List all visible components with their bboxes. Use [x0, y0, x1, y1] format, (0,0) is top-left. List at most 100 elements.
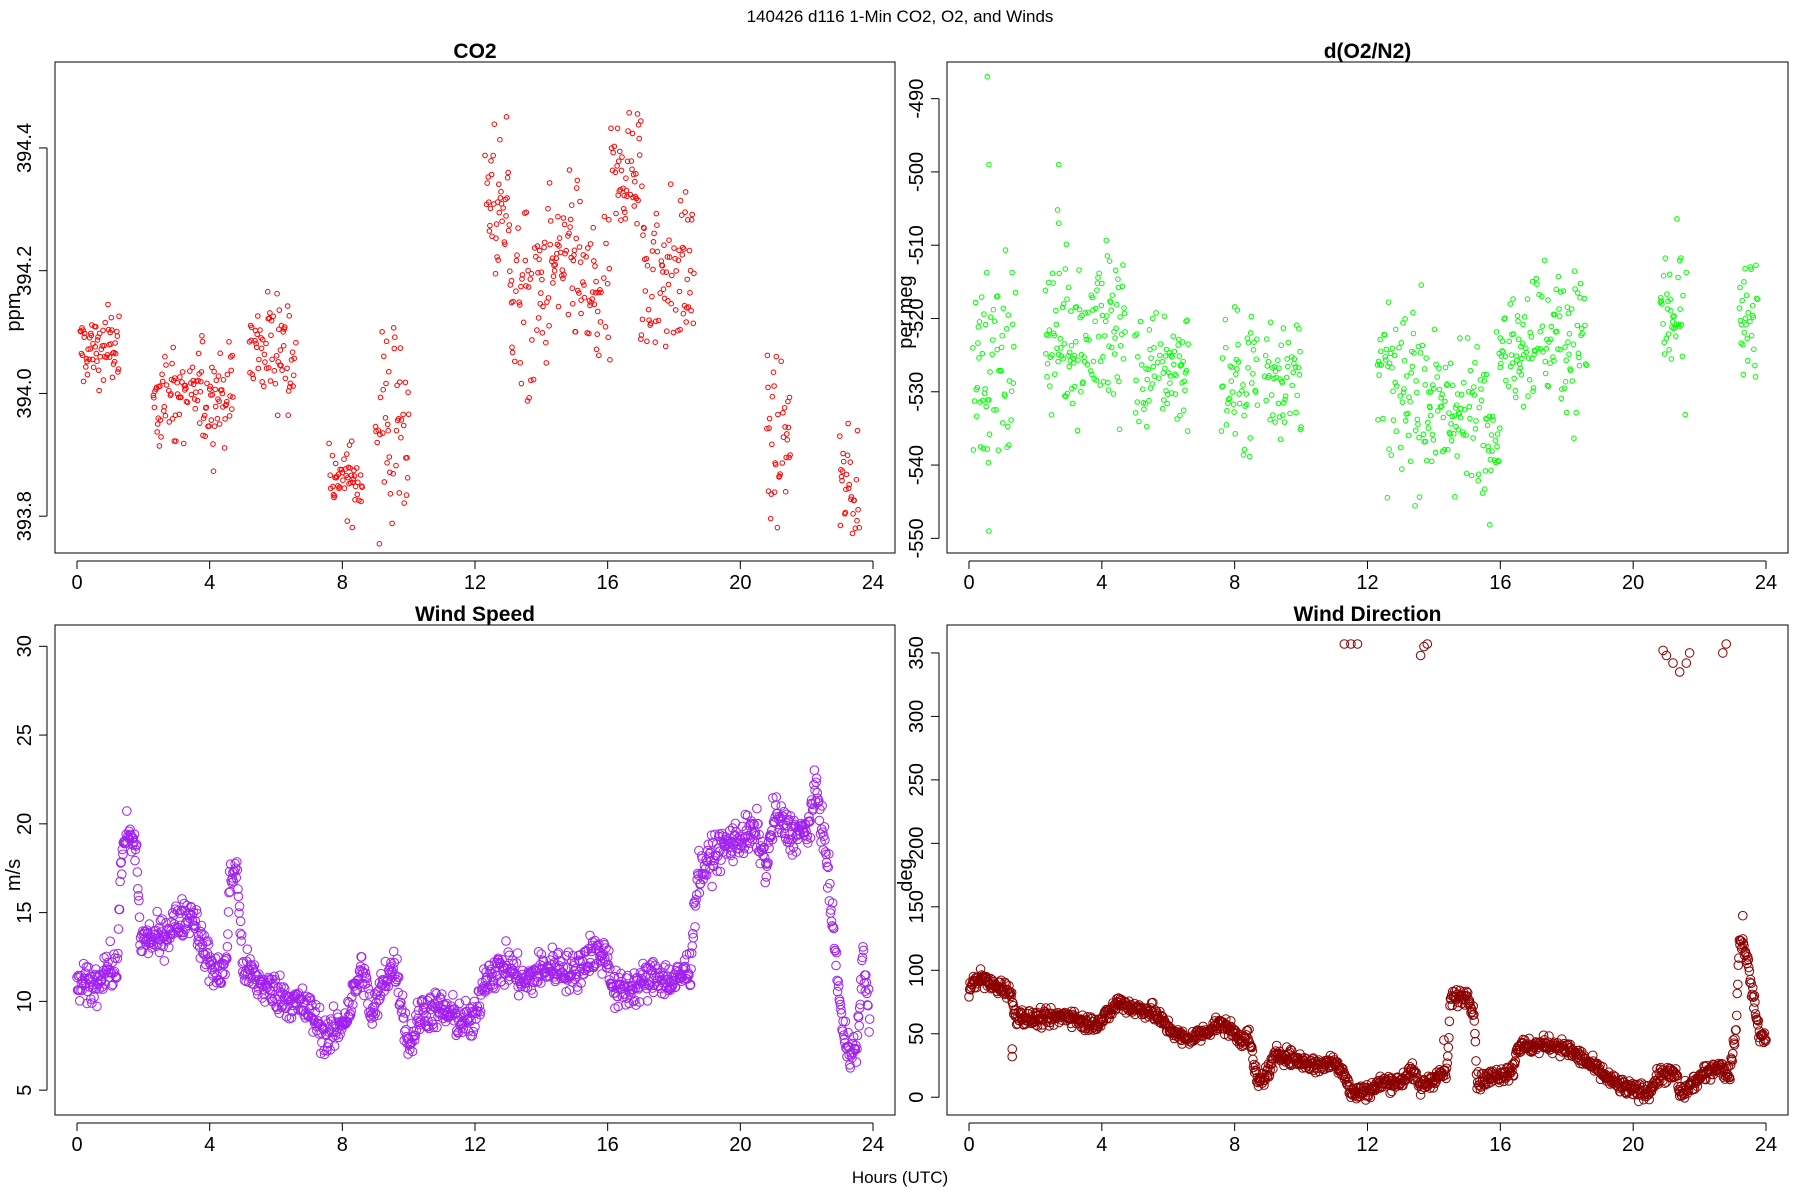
- data-point: [159, 956, 170, 966]
- data-point: [428, 1022, 439, 1033]
- data-point: [1750, 1009, 1761, 1019]
- data-point: [1748, 332, 1755, 339]
- data-point: [1559, 386, 1565, 393]
- data-point: [1489, 413, 1496, 420]
- data-point: [1231, 409, 1237, 415]
- data-point: [1753, 262, 1759, 269]
- data-point: [1482, 486, 1488, 492]
- data-point: [1137, 318, 1144, 325]
- data-point: [761, 872, 772, 882]
- data-point: [404, 475, 411, 481]
- data-point: [1226, 395, 1233, 402]
- data-point: [513, 981, 523, 992]
- data-point: [114, 333, 121, 339]
- x-tick-label: 24: [1755, 1134, 1777, 1156]
- data-point: [743, 844, 754, 854]
- data-point: [1470, 435, 1476, 441]
- data-point: [839, 468, 846, 475]
- data-point: [775, 411, 781, 418]
- data-point: [561, 271, 567, 278]
- data-point: [316, 1048, 326, 1059]
- data-point: [1438, 395, 1444, 401]
- data-point: [223, 401, 229, 408]
- data-point: [1346, 639, 1356, 649]
- data-point: [339, 1019, 350, 1030]
- data-point: [96, 330, 103, 337]
- data-point: [1538, 1030, 1549, 1041]
- data-point: [1066, 363, 1072, 370]
- data-point: [1419, 342, 1426, 349]
- data-point: [200, 415, 207, 422]
- data-point: [1055, 161, 1062, 168]
- data-point: [273, 353, 280, 359]
- data-point: [1295, 364, 1302, 371]
- data-point: [248, 337, 254, 344]
- data-point: [1101, 333, 1108, 339]
- data-point: [581, 946, 591, 956]
- data-point: [486, 228, 493, 234]
- data-point: [1386, 360, 1393, 367]
- data-point: [1744, 335, 1750, 342]
- x-tick-label: 24: [862, 572, 884, 594]
- data-point: [1173, 372, 1179, 379]
- data-point: [1000, 305, 1007, 312]
- data-point: [94, 358, 100, 365]
- plot-frame: [946, 61, 1789, 554]
- data-point: [1421, 366, 1428, 372]
- data-point: [1163, 1015, 1174, 1026]
- data-point: [293, 339, 299, 346]
- data-point: [251, 985, 262, 996]
- data-point: [1422, 382, 1428, 388]
- data-point: [847, 459, 854, 466]
- data-point: [1161, 313, 1168, 320]
- data-point: [1480, 442, 1486, 449]
- data-point: [1250, 347, 1257, 353]
- data-point: [1458, 405, 1464, 412]
- y-tick-label: 394.4: [14, 123, 36, 173]
- data-point: [808, 803, 819, 814]
- data-point: [1448, 421, 1454, 427]
- data-point: [1138, 362, 1145, 368]
- data-point: [826, 916, 837, 927]
- data-point: [616, 976, 627, 987]
- data-point: [1453, 402, 1460, 409]
- data-point: [812, 793, 823, 804]
- data-point: [629, 130, 636, 137]
- data-point: [168, 391, 174, 397]
- data-point: [1009, 321, 1016, 328]
- data-point: [1111, 351, 1118, 357]
- data-point: [170, 344, 176, 351]
- data-point: [686, 948, 697, 959]
- data-point: [617, 186, 624, 193]
- data-point: [1229, 364, 1235, 371]
- data-point: [1051, 332, 1057, 339]
- data-point: [1141, 406, 1147, 413]
- data-point: [1378, 362, 1385, 368]
- data-point: [513, 288, 519, 295]
- data-point: [535, 270, 541, 276]
- data-point: [767, 515, 774, 522]
- data-point: [1109, 292, 1116, 299]
- data-point: [994, 346, 1001, 353]
- data-point: [577, 259, 584, 266]
- data-point: [1045, 279, 1052, 286]
- data-point: [204, 380, 210, 387]
- data-point: [500, 205, 507, 211]
- data-point: [1510, 1056, 1521, 1066]
- data-point: [1452, 493, 1458, 500]
- data-point: [768, 817, 779, 827]
- data-point: [1741, 949, 1751, 960]
- data-point: [594, 331, 601, 338]
- data-point: [1249, 380, 1255, 386]
- data-point: [1121, 310, 1128, 317]
- data-point: [98, 984, 108, 994]
- data-point: [1661, 650, 1672, 661]
- data-point: [1754, 296, 1761, 303]
- data-point: [576, 978, 586, 989]
- data-point: [1184, 428, 1191, 434]
- data-point: [199, 333, 205, 339]
- data-point: [105, 326, 112, 333]
- data-point: [556, 243, 562, 249]
- data-point: [1415, 1090, 1426, 1100]
- data-point: [527, 276, 534, 282]
